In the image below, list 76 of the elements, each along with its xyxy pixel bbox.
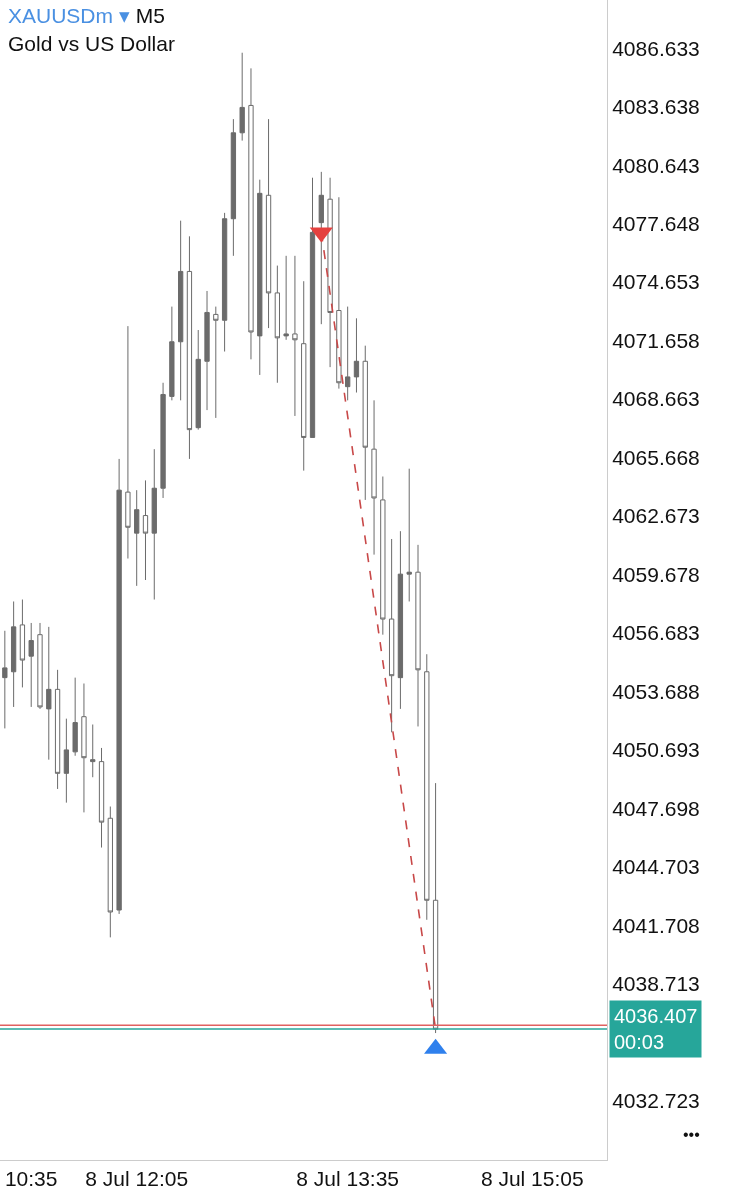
candlestick <box>424 653 430 921</box>
candlestick <box>19 599 26 688</box>
candlestick <box>301 280 307 472</box>
candlestick <box>195 329 201 431</box>
candlestick <box>160 382 166 499</box>
candlestick <box>388 538 395 733</box>
candlestick <box>204 290 210 411</box>
candlestick <box>292 255 298 417</box>
y-tick-label: 4074.653 <box>612 270 700 294</box>
candlestick <box>54 669 61 790</box>
x-tick-label: 10:35 <box>4 1167 58 1191</box>
candlestick <box>265 118 272 329</box>
candlestick <box>248 67 254 360</box>
candlestick <box>309 177 316 438</box>
y-tick-label: 4053.688 <box>612 679 700 703</box>
candlestick <box>107 806 113 938</box>
y-tick-label: 4056.683 <box>612 621 700 645</box>
y-tick-label: 4062.673 <box>612 504 700 528</box>
text: ••• <box>683 1126 700 1143</box>
y-tick-label: 4044.703 <box>612 855 700 879</box>
candlestick <box>239 52 245 142</box>
candlestick <box>345 306 351 401</box>
candlestick <box>46 626 52 761</box>
candlestick <box>415 544 421 727</box>
y-tick-label: 4080.643 <box>612 153 700 177</box>
candlestick <box>37 622 43 710</box>
candlestick <box>142 479 149 581</box>
candlestick <box>81 683 87 813</box>
y-tick-label: 4071.658 <box>612 328 700 352</box>
candlestick <box>186 235 193 460</box>
candlestick <box>406 468 412 602</box>
candlestick <box>327 177 333 368</box>
ref-line-label: 4036.407 00:03 <box>614 1005 698 1053</box>
candlestick <box>283 255 289 341</box>
y-tick-label: 4083.638 <box>612 95 700 119</box>
x-tick-label: 8 Jul 13:35 <box>296 1167 400 1191</box>
candlestick <box>353 317 360 394</box>
candlestick <box>213 306 219 419</box>
y-tick-label: 4038.713 <box>612 972 700 996</box>
y-tick-label: 4086.633 <box>612 36 700 60</box>
candlestick <box>397 530 404 710</box>
y-tick-label: 4050.693 <box>612 738 700 762</box>
candlestick <box>28 622 34 708</box>
text: Gold vs US Dollar <box>8 32 175 55</box>
candlestick <box>318 171 324 325</box>
candlestick <box>125 325 131 560</box>
y-tick-label: 4077.648 <box>612 211 700 235</box>
y-tick-label: 4032.723 <box>612 1089 700 1113</box>
candlestick <box>371 399 377 556</box>
candlestick <box>2 630 8 729</box>
candlestick <box>169 306 175 401</box>
candlestick <box>257 179 263 376</box>
y-tick-label: 4041.708 <box>612 913 700 937</box>
candlestick <box>98 747 105 849</box>
candlestick <box>63 718 70 804</box>
candlestick <box>72 677 78 757</box>
candlestick <box>10 600 17 708</box>
x-tick-label: 8 Jul 15:05 <box>480 1167 584 1191</box>
y-tick-label: 4047.698 <box>612 796 700 820</box>
candlestick <box>116 458 122 915</box>
chart-title: XAUUSDm ▾ M5 <box>8 4 165 27</box>
candlestick <box>336 196 342 390</box>
candlestick <box>151 448 157 601</box>
candlestick <box>230 118 237 257</box>
candlestick <box>134 489 140 587</box>
y-tick-label: 4065.668 <box>612 445 700 469</box>
y-tick-label: 4059.678 <box>612 562 700 586</box>
candlestick <box>432 782 439 1034</box>
candlestick <box>380 476 386 636</box>
candlestick <box>178 220 184 401</box>
candlestick <box>221 212 228 353</box>
candlestick <box>90 724 96 778</box>
y-tick-label: 4068.663 <box>612 387 700 411</box>
candlestick <box>362 345 368 501</box>
x-tick-label: 8 Jul 12:05 <box>85 1167 189 1191</box>
candlestick <box>274 265 280 384</box>
